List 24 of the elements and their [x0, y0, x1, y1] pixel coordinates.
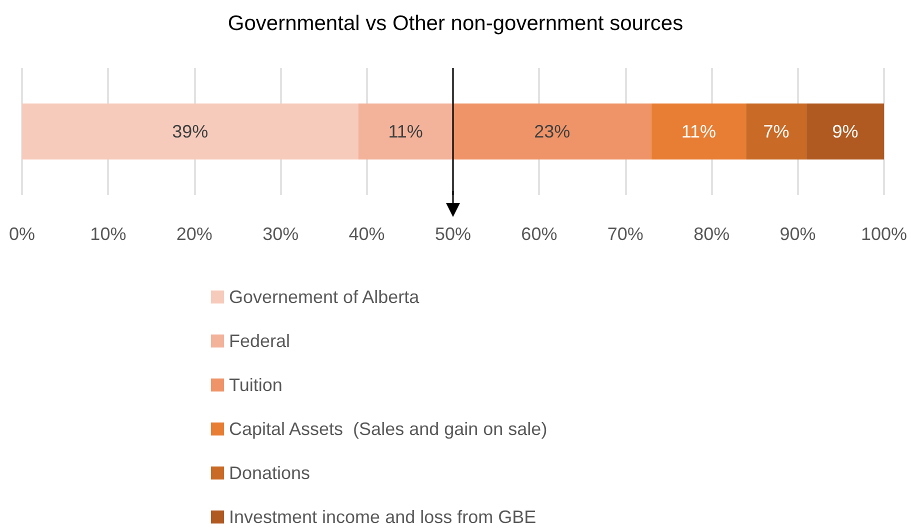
x-tick-label: 10%	[90, 224, 126, 244]
legend-label: Federal	[229, 331, 290, 351]
legend-label: Governement of Alberta	[229, 287, 420, 307]
x-tick-label: 70%	[607, 224, 644, 244]
x-tick-label: 60%	[521, 224, 558, 244]
x-tick-label: 30%	[262, 224, 299, 244]
legend-label: Investment income and loss from GBE	[229, 507, 536, 527]
legend-label: Capital Assets (Sales and gain on sale)	[229, 419, 548, 439]
data-label: 7%	[763, 122, 790, 142]
x-tick-label: 90%	[780, 224, 816, 244]
x-tick-label: 0%	[8, 224, 36, 244]
chart-title: Governmental vs Other non-government sources	[228, 12, 684, 35]
x-tick-label: 20%	[176, 224, 212, 244]
x-tick-label: 100%	[860, 224, 908, 244]
x-tick-label: 80%	[694, 224, 730, 244]
legend-label: Tuition	[229, 375, 282, 395]
data-label: 11%	[681, 122, 716, 142]
x-tick-label: 40%	[348, 224, 385, 244]
data-label: 11%	[388, 122, 423, 142]
data-label: 23%	[534, 122, 570, 142]
legend-label: Donations	[229, 463, 310, 483]
data-label: 9%	[832, 122, 858, 142]
data-label: 39%	[172, 122, 208, 142]
x-tick-label: 50%	[434, 224, 472, 244]
